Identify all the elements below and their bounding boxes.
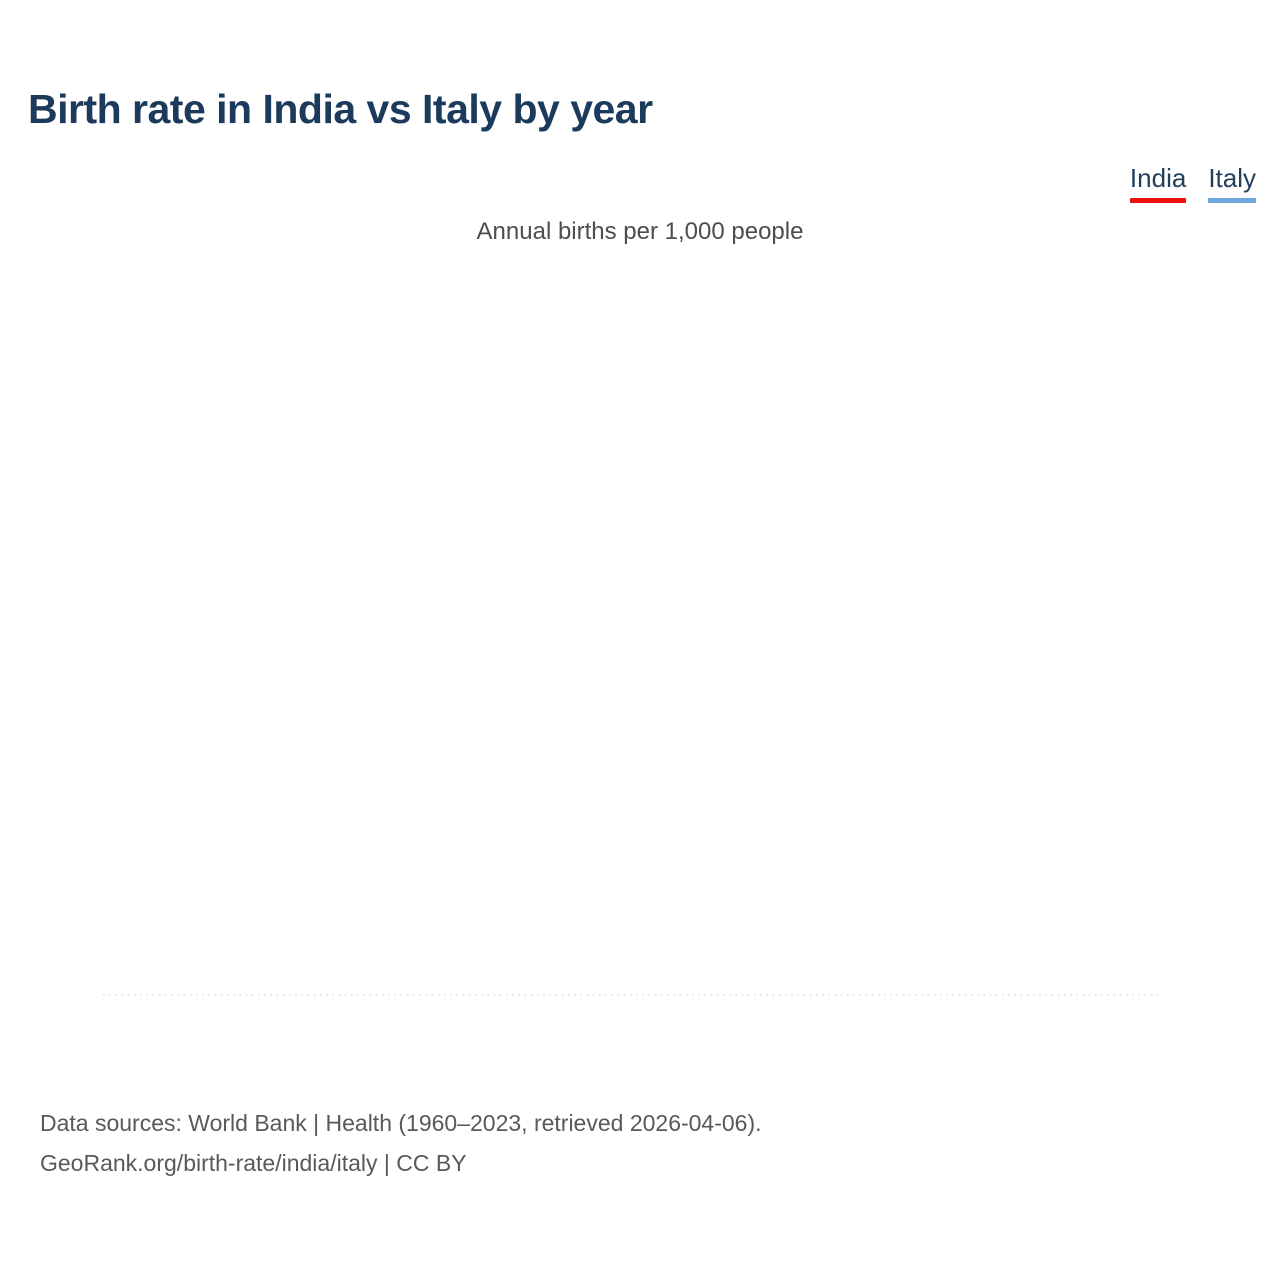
footer: Data sources: World Bank | Health (1960–…	[40, 1104, 762, 1183]
footer-sources: Data sources: World Bank | Health (1960–…	[40, 1110, 762, 1136]
chart-subtitle: Annual births per 1,000 people	[476, 218, 804, 245]
legend-label-india: India	[1129, 163, 1187, 193]
legend-label-italy: Italy	[1208, 163, 1256, 193]
legend-underline-india	[1129, 198, 1187, 203]
legend-underline-italy	[1208, 198, 1256, 203]
page-title: Birth rate in India vs Italy by year	[28, 86, 653, 132]
legend: India Italy	[1129, 163, 1256, 203]
legend-item-india[interactable]: India	[1129, 163, 1187, 203]
chart-canvas[interactable]	[0, 250, 1280, 1080]
legend-item-italy[interactable]: Italy	[1208, 163, 1256, 203]
footer-link: GeoRank.org/birth-rate/india/italy | CC …	[40, 1149, 467, 1176]
